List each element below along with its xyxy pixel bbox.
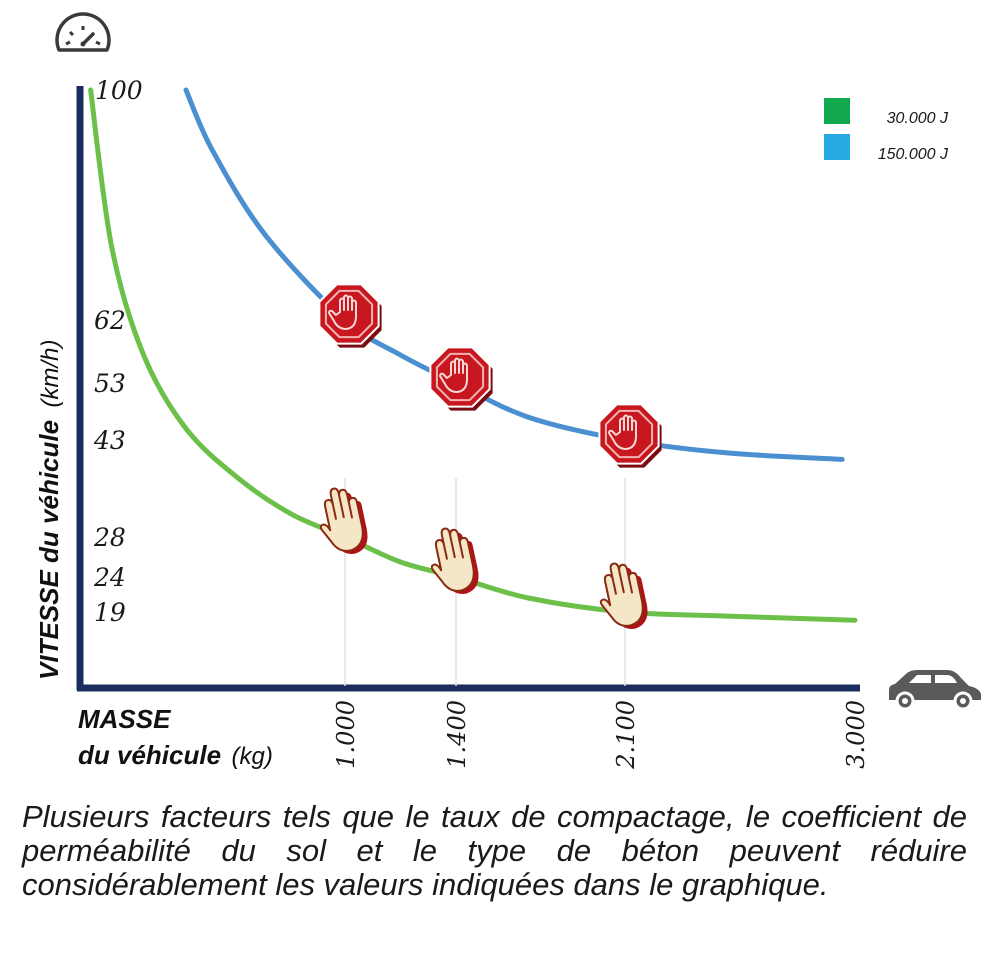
x-tick-label: 1.000 xyxy=(332,700,360,769)
y-tick-label: 24 xyxy=(93,563,126,592)
stop-sign-hand-icon xyxy=(598,403,662,468)
car-icon xyxy=(889,670,981,711)
x-axis-title-line2: du véhicule (kg) xyxy=(78,740,273,770)
x-tick-label: 1.400 xyxy=(443,700,471,769)
y-axis-title: VITESSE du véhicule (km/h) xyxy=(34,339,64,680)
y-tick-label: 100 xyxy=(95,76,143,105)
legend: 30.000 J 150.000 J xyxy=(824,98,949,163)
raised-hand-icon xyxy=(430,527,479,594)
y-tick-label: 62 xyxy=(94,306,126,335)
legend-label-150000: 150.000 J xyxy=(878,146,949,163)
y-tick-label: 53 xyxy=(94,369,126,398)
tick-labels: 100 62 53 43 28 24 19 1.000 1.400 2.100 3.000 xyxy=(93,76,870,770)
stop-sign-hand-icon xyxy=(318,283,382,348)
chart-caption: Plusieurs facteurs tels que le taux de c… xyxy=(22,799,967,902)
series-line-1 xyxy=(183,87,845,462)
raised-hand-icon xyxy=(599,562,648,629)
raised-hand-icon xyxy=(319,487,368,554)
y-tick-label: 43 xyxy=(93,426,126,455)
y-tick-label: 28 xyxy=(93,523,126,552)
legend-swatch-150000 xyxy=(824,134,850,160)
y-tick-label: 19 xyxy=(94,598,126,627)
legend-swatch-30000 xyxy=(824,98,850,124)
x-tick-label: 2.100 xyxy=(612,700,640,770)
stop-sign-hand-icon xyxy=(429,346,493,411)
legend-label-30000: 30.000 J xyxy=(887,110,949,127)
gridlines xyxy=(344,478,626,686)
x-tick-label: 3.000 xyxy=(842,700,870,769)
speedometer-icon xyxy=(55,12,111,52)
data-markers xyxy=(318,283,662,629)
x-axis-title-line1: MASSE xyxy=(78,704,171,734)
